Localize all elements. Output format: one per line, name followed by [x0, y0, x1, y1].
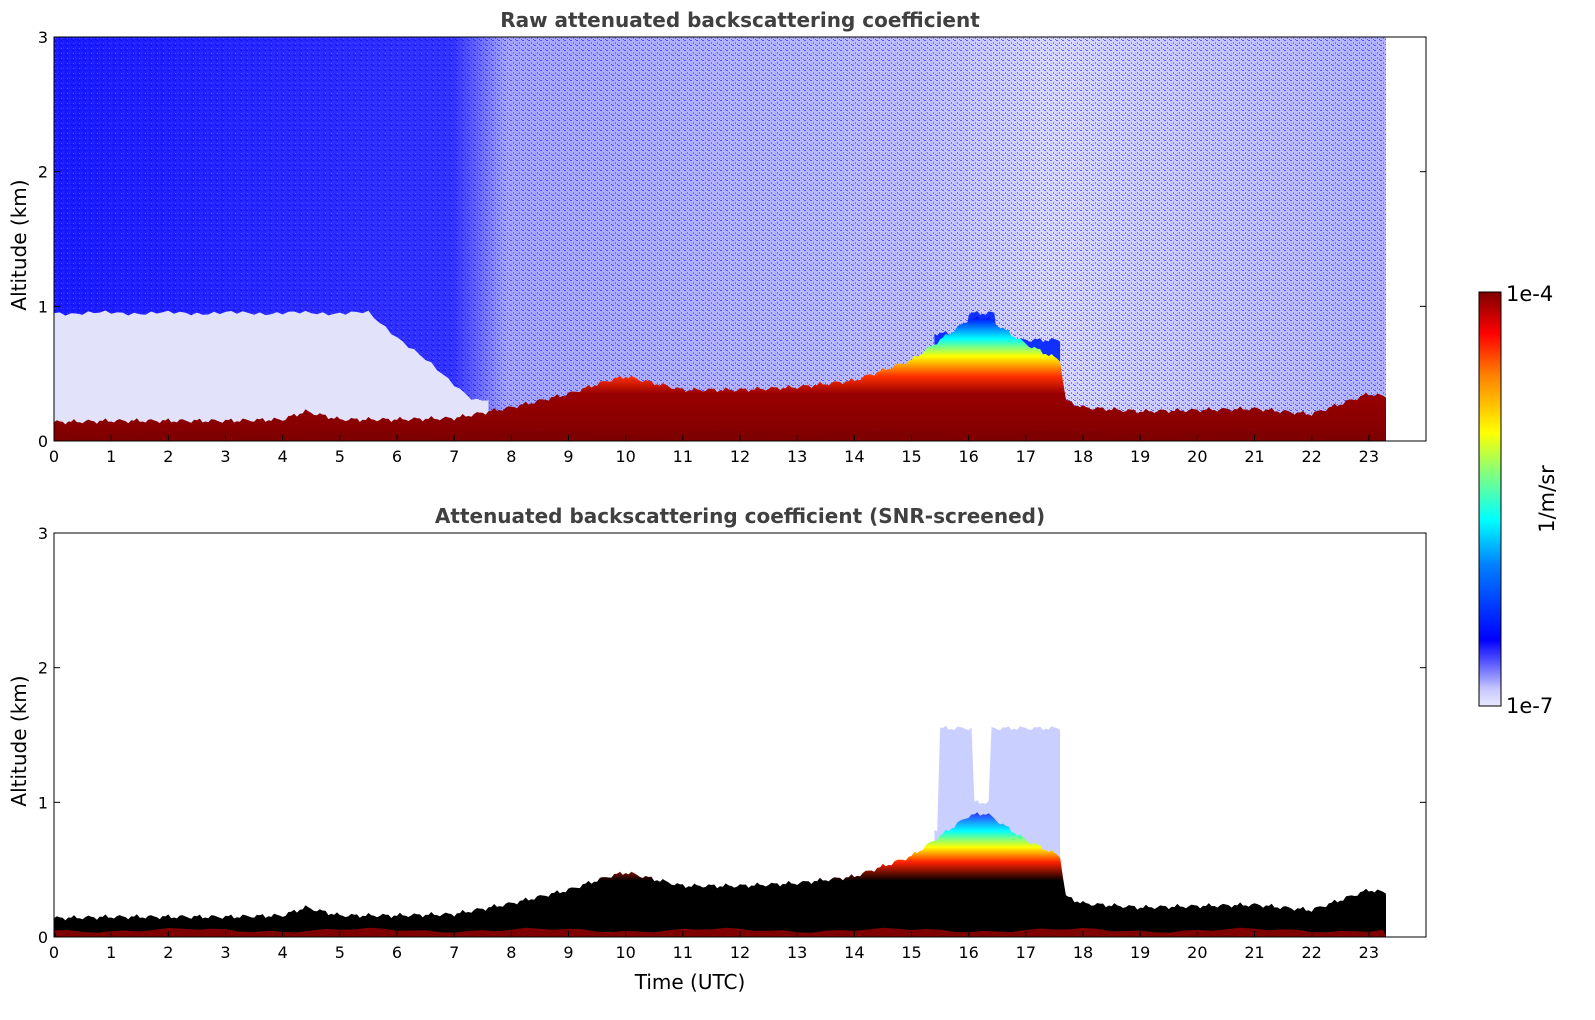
x-tick-label: 6 [392, 447, 402, 466]
screened-axes-frame [53, 532, 1427, 938]
colorbar-unit-label: 1/m/sr [1535, 465, 1559, 533]
screened-surface-layer [54, 927, 1386, 937]
x-tick-label: 14 [844, 943, 864, 962]
x-tick-label: 15 [901, 447, 921, 466]
x-tick-label: 5 [335, 447, 345, 466]
y-tick-label: 1 [38, 793, 48, 812]
x-tick-label: 7 [449, 447, 459, 466]
x-tick-label: 5 [335, 943, 345, 962]
x-tick-label: 10 [615, 943, 635, 962]
raw-x-ticks: 0 1 2 3 4 5 6 7 8 9 10 11 12 13 14 15 16 17 18 19 20 21 22 23 [49, 435, 1379, 466]
x-tick-label: 12 [730, 943, 750, 962]
colorbar-min-label: 1e-7 [1506, 694, 1553, 718]
screened-chart-title: Attenuated backscattering coefficient (S… [435, 504, 1045, 528]
x-tick-label: 4 [278, 943, 288, 962]
x-tick-label: 0 [49, 447, 59, 466]
x-tick-label: 20 [1187, 447, 1207, 466]
x-tick-label: 19 [1130, 943, 1150, 962]
raw-surface-layer [54, 430, 1386, 441]
raw-chart-title: Raw attenuated backscattering coefficien… [500, 8, 980, 32]
x-tick-label: 1 [106, 943, 116, 962]
y-tick-label: 0 [38, 928, 48, 947]
x-tick-label: 12 [730, 447, 750, 466]
x-tick-label: 23 [1359, 943, 1379, 962]
x-tick-label: 9 [563, 447, 573, 466]
y-tick-label: 2 [38, 163, 48, 182]
x-tick-label: 23 [1359, 447, 1379, 466]
y-tick-label: 3 [38, 524, 48, 543]
x-tick-label: 20 [1187, 943, 1207, 962]
x-tick-label: 19 [1130, 447, 1150, 466]
screened-y-axis-label: Altitude (km) [7, 675, 31, 806]
x-tick-label: 13 [787, 943, 807, 962]
x-tick-label: 10 [615, 447, 635, 466]
x-tick-label: 17 [1016, 943, 1036, 962]
x-tick-label: 18 [1073, 943, 1093, 962]
x-tick-label: 3 [220, 943, 230, 962]
screened-y-ticks: 0 1 2 3 [38, 524, 1426, 947]
x-tick-label: 2 [163, 943, 173, 962]
x-tick-label: 11 [673, 943, 693, 962]
screened-x-ticks: 0 1 2 3 4 5 6 7 8 9 10 11 12 13 14 15 16 17 18 19 20 21 22 23 [49, 931, 1379, 962]
x-tick-label: 13 [787, 447, 807, 466]
raw-nighttime-haze [54, 310, 489, 441]
x-tick-label: 21 [1244, 447, 1264, 466]
x-tick-label: 7 [449, 943, 459, 962]
x-tick-label: 1 [106, 447, 116, 466]
x-tick-label: 15 [901, 943, 921, 962]
raw-y-ticks: 0 1 2 3 [38, 28, 1426, 451]
colorbar-gradient [1478, 291, 1502, 707]
raw-heatmap-field [54, 37, 1386, 441]
x-tick-label: 0 [49, 943, 59, 962]
x-tick-label: 4 [278, 447, 288, 466]
raw-boundary-layer-band [54, 316, 1386, 441]
x-tick-label: 14 [844, 447, 864, 466]
x-tick-label: 11 [673, 447, 693, 466]
screened-x-axis-label: Time (UTC) [634, 970, 746, 994]
colorbar: 1e-4 1e-7 1/m/sr [1478, 282, 1559, 718]
x-tick-label: 21 [1244, 943, 1264, 962]
x-tick-label: 17 [1016, 447, 1036, 466]
y-tick-label: 1 [38, 297, 48, 316]
x-tick-label: 16 [958, 943, 978, 962]
x-tick-label: 18 [1073, 447, 1093, 466]
x-tick-label: 9 [563, 943, 573, 962]
y-tick-label: 3 [38, 28, 48, 47]
x-tick-label: 22 [1301, 447, 1321, 466]
x-tick-label: 6 [392, 943, 402, 962]
screened-heatmap-field [54, 725, 1386, 937]
raw-y-axis-label: Altitude (km) [7, 179, 31, 310]
x-tick-label: 8 [506, 447, 516, 466]
y-tick-label: 2 [38, 659, 48, 678]
colorbar-max-label: 1e-4 [1506, 282, 1553, 306]
panel-snr-screened: 0 1 2 3 4 5 6 7 8 9 10 11 12 13 14 15 16 17 18 19 20 21 22 23 0… [7, 504, 1427, 994]
y-tick-label: 0 [38, 432, 48, 451]
x-tick-label: 2 [163, 447, 173, 466]
screened-boundary-layer-band [54, 812, 1386, 937]
x-tick-label: 16 [958, 447, 978, 466]
panel-raw: 0 1 2 3 4 5 6 7 8 9 10 11 12 13 14 15 16 17 18 19 20 21 22 23 0… [7, 8, 1427, 466]
x-tick-label: 3 [220, 447, 230, 466]
x-tick-label: 8 [506, 943, 516, 962]
x-tick-label: 22 [1301, 943, 1321, 962]
